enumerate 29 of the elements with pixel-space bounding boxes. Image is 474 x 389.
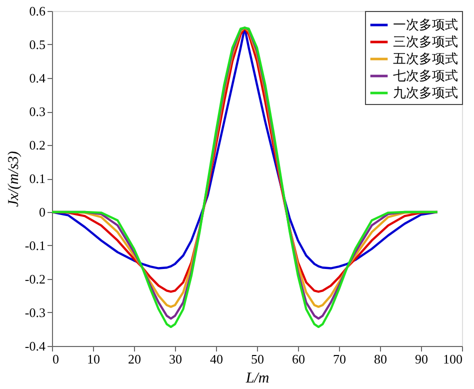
y-tick-label: 0.6 — [29, 4, 46, 18]
x-tick-label: 70 — [333, 352, 346, 366]
legend-label: 三次多项式 — [393, 34, 458, 49]
y-tick-label: -0.3 — [24, 305, 46, 320]
y-tick-label: 0 — [39, 204, 46, 220]
x-tick-label: 30 — [169, 352, 182, 366]
x-tick-label: 90 — [415, 352, 428, 366]
x-tick-label: 100 — [443, 352, 462, 366]
y-tick-label: -0.2 — [24, 272, 46, 286]
x-tick-label: 80 — [374, 352, 387, 366]
x-tick-label: 60 — [292, 352, 305, 366]
x-tick-label: 0 — [52, 352, 59, 366]
y-tick-label: 0.3 — [29, 104, 46, 119]
x-axis-title: L/m — [244, 370, 270, 386]
y-tick-label: -0.1 — [24, 238, 46, 253]
legend-label: 七次多项式 — [393, 68, 458, 83]
legend-label: 九次多项式 — [393, 85, 458, 100]
x-tick-label: 50 — [251, 352, 264, 366]
legend-label: 一次多项式 — [393, 17, 458, 32]
y-tick-label: 0.4 — [29, 70, 46, 86]
x-tick-label: 40 — [210, 352, 223, 366]
x-tick-label: 10 — [87, 352, 100, 366]
y-tick-label: 0.5 — [29, 37, 46, 52]
y-tick-label: 0.2 — [29, 138, 46, 152]
y-tick-label: -0.4 — [24, 338, 46, 354]
y-axis-title: Jx/(m/s3) — [6, 151, 22, 207]
x-tick-label: 20 — [128, 352, 141, 366]
legend-label: 五次多项式 — [393, 51, 458, 66]
y-tick-label: 0.1 — [29, 171, 46, 186]
